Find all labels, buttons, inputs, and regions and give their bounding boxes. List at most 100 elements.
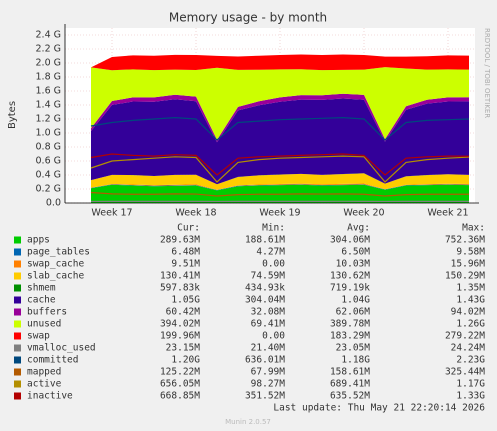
legend-stat: 689.41M xyxy=(330,379,370,390)
legend-stat: 434.93k xyxy=(245,283,285,294)
legend-stat: 1.35M xyxy=(456,283,485,294)
legend-swatch xyxy=(14,296,21,304)
legend-stat: 23.15M xyxy=(166,343,201,354)
legend-header: Min: xyxy=(262,223,285,234)
legend-label: cache xyxy=(27,295,56,306)
line xyxy=(90,155,470,183)
side-text: RRDTOOL / TOBI OETIKER xyxy=(483,28,491,118)
legend-stat: 1.26G xyxy=(456,319,485,330)
line xyxy=(90,153,470,176)
legend-stat: 9.51M xyxy=(171,259,200,270)
legend-label: swap xyxy=(27,331,50,342)
legend-stat: 98.27M xyxy=(251,379,286,390)
legend-swatch xyxy=(14,356,21,364)
legend-stat: 6.48M xyxy=(171,247,200,258)
x-tick-label: Week 21 xyxy=(427,208,468,219)
legend-stat: 0.00 xyxy=(262,259,285,270)
y-axis-label: Bytes xyxy=(7,101,18,129)
legend-swatch xyxy=(14,368,21,376)
legend-stat: 158.61M xyxy=(330,367,370,378)
legend-stat: 1.17G xyxy=(456,379,485,390)
y-tick-label: 2.4 G xyxy=(36,30,62,41)
legend-swatch xyxy=(14,284,21,292)
legend-stat: 636.01M xyxy=(245,355,285,366)
legend-stat: 304.04M xyxy=(245,295,285,306)
legend-label: mapped xyxy=(27,367,61,378)
x-tick-label: Week 20 xyxy=(343,208,384,219)
legend-label: committed xyxy=(27,355,78,366)
y-tick-label: 0.8 G xyxy=(36,142,62,153)
legend-stat: 67.99M xyxy=(251,367,286,378)
legend-stat: 62.06M xyxy=(336,307,371,318)
legend-label: shmem xyxy=(27,283,56,294)
legend-stat: 130.62M xyxy=(330,271,370,282)
legend-stat: 656.05M xyxy=(160,379,200,390)
legend-swatch xyxy=(14,332,21,340)
footer: Munin 2.0.57 xyxy=(225,418,271,426)
area xyxy=(91,67,469,140)
legend-stat: 394.02M xyxy=(160,319,200,330)
legend-stat: 752.36M xyxy=(445,235,485,246)
legend-stat: 150.29M xyxy=(445,271,485,282)
legend-label: page_tables xyxy=(27,247,90,258)
legend-swatch xyxy=(14,272,21,280)
line xyxy=(90,191,469,197)
legend-stat: 24.24M xyxy=(451,343,486,354)
y-tick-label: 0.2 G xyxy=(36,184,62,195)
legend-stat: 1.20G xyxy=(171,355,200,366)
legend-header: Avg: xyxy=(347,223,370,234)
chart-title: Memory usage - by month xyxy=(169,11,327,25)
area xyxy=(91,54,469,71)
legend-label: slab_cache xyxy=(27,271,84,282)
y-tick-label: 0.6 G xyxy=(36,156,62,167)
x-tick-label: Week 19 xyxy=(259,208,300,219)
legend-stat: 32.08M xyxy=(251,307,286,318)
area xyxy=(91,184,469,191)
legend-swatch xyxy=(14,236,21,244)
legend-stat: 1.04G xyxy=(341,295,370,306)
last-update: Last update: Thu May 21 22:20:14 2026 xyxy=(273,403,485,414)
legend-stat: 325.44M xyxy=(445,367,485,378)
y-tick-label: 1.4 G xyxy=(36,100,62,111)
legend-swatch xyxy=(14,344,21,352)
legend-stat: 10.03M xyxy=(336,259,371,270)
y-tick-label: 0.0 xyxy=(46,198,61,209)
legend-stat: 351.52M xyxy=(245,391,285,402)
legend-stat: 1.43G xyxy=(456,295,485,306)
legend-swatch xyxy=(14,308,21,316)
legend-stat: 74.59M xyxy=(251,271,286,282)
legend-stat: 188.61M xyxy=(245,235,285,246)
legend-header: Cur: xyxy=(177,223,200,234)
area xyxy=(91,183,469,191)
legend-stat: 597.83k xyxy=(160,283,200,294)
legend-stat: 668.85M xyxy=(160,391,200,402)
legend-stat: 304.06M xyxy=(330,235,370,246)
legend-stat: 94.02M xyxy=(451,307,486,318)
legend-label: apps xyxy=(27,235,50,246)
legend-stat: 6.50M xyxy=(341,247,370,258)
legend-stat: 1.33G xyxy=(456,391,485,402)
legend-header: Max: xyxy=(462,223,485,234)
line xyxy=(90,116,470,141)
legend-swatch xyxy=(14,392,21,400)
legend-label: buffers xyxy=(27,307,67,318)
legend-stat: 0.00 xyxy=(262,331,285,342)
legend-stat: 389.78M xyxy=(330,319,370,330)
legend-stat: 635.52M xyxy=(330,391,370,402)
legend-label: inactive xyxy=(27,391,73,402)
legend-stat: 60.42M xyxy=(166,307,201,318)
legend-stat: 130.41M xyxy=(160,271,200,282)
legend-stat: 289.63M xyxy=(160,235,200,246)
legend-stat: 9.58M xyxy=(456,247,485,258)
x-tick-label: Week 17 xyxy=(91,208,132,219)
legend-stat: 183.29M xyxy=(330,331,370,342)
area xyxy=(91,173,469,190)
legend-stat: 279.22M xyxy=(445,331,485,342)
y-tick-label: 2.0 G xyxy=(36,58,62,69)
area xyxy=(91,93,469,143)
legend-stat: 719.19k xyxy=(330,283,370,294)
legend-swatch xyxy=(14,320,21,328)
legend-swatch xyxy=(14,248,21,256)
legend-swatch xyxy=(14,380,21,388)
legend-label: vmalloc_used xyxy=(27,343,96,354)
